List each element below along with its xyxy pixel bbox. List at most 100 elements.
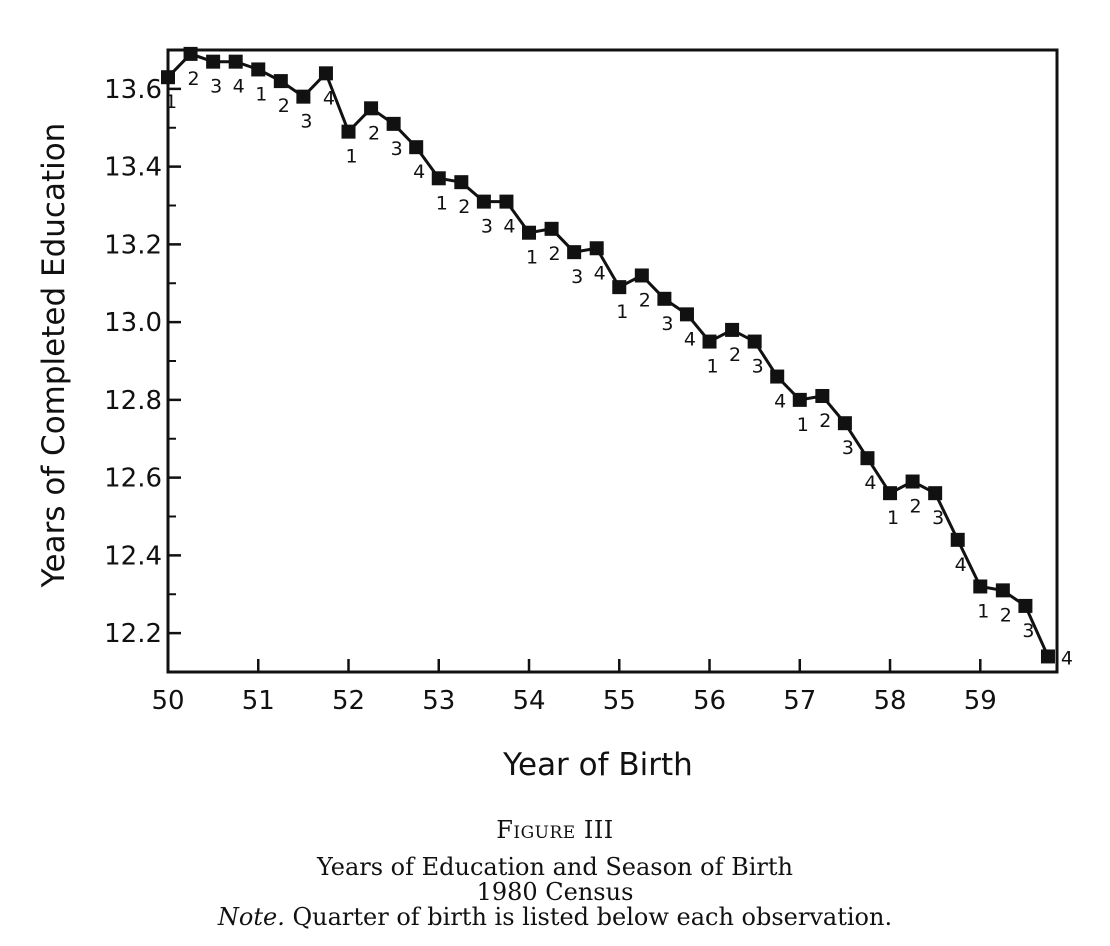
quarter-label: 1 [165,91,177,113]
quarter-label: 3 [842,437,854,459]
data-point-marker [206,54,221,69]
quarter-label: 3 [481,216,493,238]
data-point-marker [612,280,627,295]
quarter-label: 4 [413,161,425,183]
series-line [166,52,1050,658]
quarter-label: 2 [1000,604,1012,626]
quarter-label: 1 [797,414,809,436]
data-point-marker [928,486,943,501]
quarter-label: 3 [300,111,312,133]
data-point-marker [905,474,920,489]
quarter-label: 4 [233,76,245,98]
data-points [161,46,1055,664]
x-tick-label: 58 [873,686,906,716]
data-point-marker [251,62,266,77]
data-point-marker [837,416,852,431]
data-point-marker [161,70,175,85]
data-point-marker [995,583,1010,598]
x-tick-label: 57 [783,686,816,716]
x-tick-label: 52 [332,686,365,716]
data-point-marker [183,46,198,61]
quarter-label: 2 [729,344,741,366]
quarter-label: 1 [887,507,899,529]
x-tick-label: 59 [964,686,997,716]
data-point-marker [476,194,491,209]
quarter-label: 2 [368,122,380,144]
data-point-marker [883,486,898,501]
data-point-marker [815,388,830,403]
data-point-marker [567,245,582,260]
y-axis-title: Years of Completed Education [36,123,72,589]
quarter-label: 2 [910,496,922,518]
x-axis: 50 51 52 53 54 55 56 57 58 59 [151,659,997,716]
data-point-marker [657,291,672,306]
y-tick-label: 13.4 [104,153,162,183]
data-point-marker [860,451,875,466]
chart: 12.212.412.612.813.013.213.413.6 50 51 52 5… [36,46,1073,783]
data-point-marker [679,307,694,322]
quarter-label: 1 [706,356,718,378]
y-tick-label: 13.0 [104,308,162,338]
quarter-label: 4 [1061,647,1073,669]
data-point-marker [318,66,333,81]
quarter-label: 1 [255,83,267,105]
y-tick-label: 12.8 [104,386,162,416]
x-tick-label: 51 [242,686,275,716]
data-point-marker [296,89,311,104]
data-point-marker [228,54,243,69]
y-tick-label: 13.2 [104,230,162,260]
quarter-label: 3 [391,138,403,160]
quarter-label: 4 [503,216,515,238]
data-point-marker [770,369,785,384]
data-point-marker [725,322,740,337]
data-point-marker [973,579,988,594]
x-tick-label: 54 [512,686,545,716]
quarter-label: 1 [436,192,448,214]
data-point-marker [634,268,649,283]
data-point-marker [702,334,717,349]
quarter-label: 1 [526,247,538,269]
quarter-label: 4 [594,262,606,284]
plot-frame [166,48,1059,674]
quarter-label: 1 [616,301,628,323]
quarter-label: 3 [1022,620,1034,642]
quarter-label: 3 [210,76,222,98]
x-tick-label: 53 [422,686,455,716]
quarter-label: 4 [864,472,876,494]
quarter-label: 3 [932,507,944,529]
y-tick-label: 12.6 [104,464,162,494]
quarter-label: 2 [819,410,831,432]
y-tick-label: 13.6 [104,75,162,105]
data-point-marker [454,175,469,190]
y-tick-label: 12.2 [104,619,162,649]
data-point-marker [273,74,288,89]
data-point-marker [544,221,559,236]
figure-number: Figure III [496,816,614,844]
x-axis-title: Year of Birth [502,747,693,783]
quarter-label: 1 [345,146,357,168]
quarter-label: 4 [323,87,335,109]
y-tick-label: 12.4 [104,541,162,571]
quarter-label: 3 [661,313,673,335]
data-point-marker [431,171,446,186]
x-tick-label: 55 [603,686,636,716]
quarter-label: 2 [188,68,200,90]
quarter-label: 4 [955,554,967,576]
note-text: Quarter of birth is listed below each ob… [284,903,893,931]
figure-subtitle: 1980 Census [476,878,634,906]
data-point-marker [341,124,356,139]
data-point-marker [499,194,514,209]
quarter-label: 2 [278,95,290,117]
note-lead: Note. [217,903,285,931]
data-point-marker [364,101,379,116]
data-point-marker [409,140,424,155]
data-point-marker [1018,598,1033,613]
quarter-label: 2 [549,243,561,265]
data-point-marker [1040,649,1055,664]
figure-note: Note. Quarter of birth is listed below e… [0,905,1110,930]
data-point-marker [792,392,807,407]
quarter-label: 3 [571,266,583,288]
data-point-marker [950,532,965,547]
quarter-label: 4 [774,391,786,413]
